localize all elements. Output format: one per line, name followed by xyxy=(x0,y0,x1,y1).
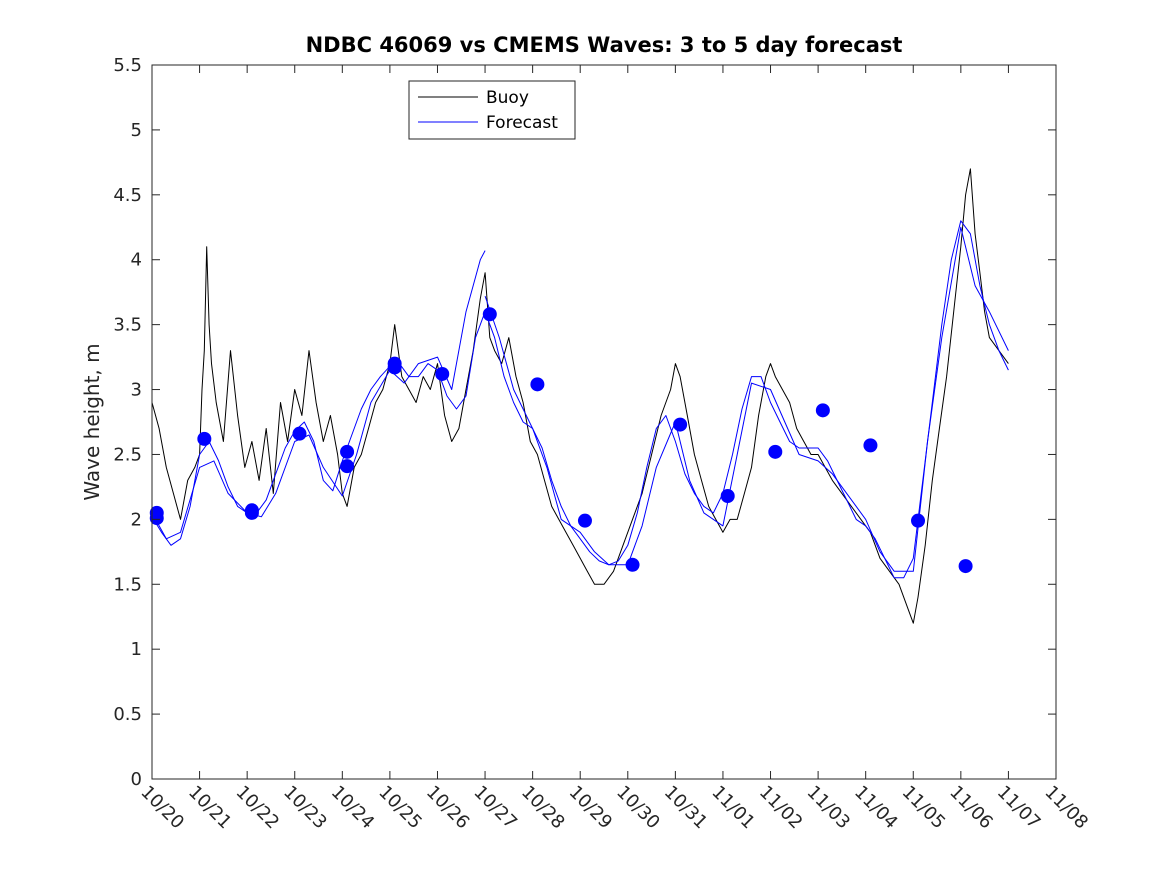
legend-label-buoy: Buoy xyxy=(486,88,529,108)
x-tick-label: 11/01 xyxy=(707,782,759,834)
y-tick-label: 1.5 xyxy=(113,574,142,595)
y-tick-label: 5.5 xyxy=(113,55,142,76)
y-tick-label: 4 xyxy=(131,250,142,271)
series-line-forecast-3 xyxy=(484,226,1009,572)
y-tick-label: 0 xyxy=(131,769,142,790)
x-tick-label: 10/24 xyxy=(327,782,379,834)
legend-label-forecast: Forecast xyxy=(486,113,558,133)
forecast-marker xyxy=(340,459,355,474)
x-tick-label: 10/28 xyxy=(517,782,569,834)
x-tick-label: 10/31 xyxy=(660,782,712,834)
plot-area xyxy=(152,65,1056,779)
x-tick-label: 10/20 xyxy=(136,782,188,834)
legend: Buoy Forecast xyxy=(408,80,576,140)
legend-box xyxy=(408,80,576,140)
forecast-marker xyxy=(435,366,450,381)
x-tick-label: 11/02 xyxy=(755,782,807,834)
x-tick-label: 10/27 xyxy=(470,782,522,834)
y-axis-label: Wave height, m xyxy=(80,343,104,500)
forecast-marker xyxy=(911,513,926,528)
x-tick-label: 10/21 xyxy=(184,782,236,834)
forecast-marker xyxy=(720,488,735,503)
axes-box xyxy=(151,64,1057,780)
x-tick-label: 10/30 xyxy=(612,782,664,834)
x-tick-label: 11/07 xyxy=(993,782,1045,834)
y-tick-label: 3.5 xyxy=(113,315,142,336)
forecast-marker xyxy=(768,444,783,459)
forecast-marker xyxy=(292,426,307,441)
forecast-marker xyxy=(530,377,545,392)
forecast-marker xyxy=(625,557,640,572)
forecast-marker xyxy=(340,444,355,459)
forecast-marker xyxy=(149,511,164,526)
forecast-marker xyxy=(387,360,402,375)
x-tick-label: 10/29 xyxy=(565,782,617,834)
y-tick-labels: 0 0.5 1 1.5 2 2.5 3 3.5 4 4.5 5 5.5 xyxy=(113,55,142,790)
x-tick-label: 11/06 xyxy=(945,782,997,834)
x-tick-label: 10/23 xyxy=(279,782,331,834)
chart-title: NDBC 46069 vs CMEMS Waves: 3 to 5 day fo… xyxy=(306,33,903,57)
x-tick-label: 10/22 xyxy=(232,782,284,834)
x-tick-labels: 10/2010/2110/2210/2310/2410/2510/2610/27… xyxy=(136,782,1092,834)
x-tick-label: 10/26 xyxy=(422,782,474,834)
y-tick-label: 4.5 xyxy=(113,185,142,206)
y-tick-label: 1 xyxy=(131,639,142,660)
forecast-marker xyxy=(958,559,973,574)
x-tick-label: 10/25 xyxy=(374,782,426,834)
forecast-marker xyxy=(577,513,592,528)
x-tick-label: 11/04 xyxy=(850,782,902,834)
y-tick-label: 5 xyxy=(131,120,142,141)
y-tick-label: 3 xyxy=(131,380,142,401)
x-tick-label: 11/05 xyxy=(898,782,950,834)
y-tick-label: 0.5 xyxy=(113,704,142,725)
forecast-marker xyxy=(197,431,212,446)
y-tick-label: 2 xyxy=(131,509,142,530)
forecast-marker xyxy=(244,505,259,520)
forecast-marker xyxy=(863,438,878,453)
series-line-buoy xyxy=(151,168,1009,624)
x-tick-label: 11/03 xyxy=(803,782,855,834)
marker-layer xyxy=(149,307,973,574)
forecast-marker xyxy=(482,307,497,322)
tick-layer xyxy=(151,64,1057,780)
forecast-marker xyxy=(815,403,830,418)
y-tick-label: 2.5 xyxy=(113,444,142,465)
forecast-marker xyxy=(673,417,688,432)
x-tick-label: 11/08 xyxy=(1040,782,1092,834)
